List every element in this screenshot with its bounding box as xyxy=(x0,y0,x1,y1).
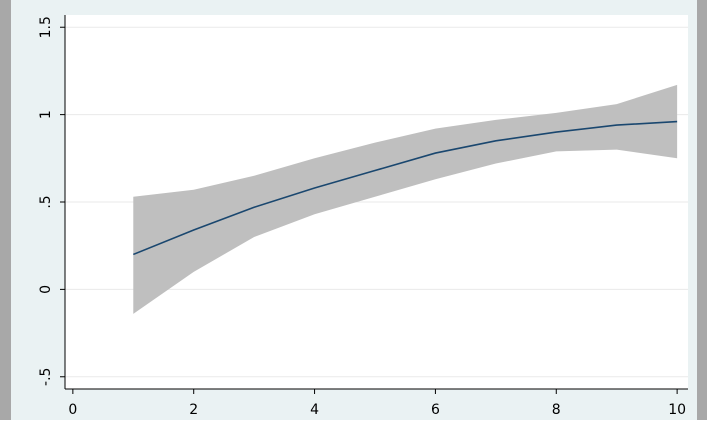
fit-line xyxy=(132,120,678,256)
right-strip xyxy=(697,0,707,420)
x-tick-label: 10 xyxy=(668,402,686,418)
x-tick-label: 0 xyxy=(68,402,77,418)
x-tick-label: 2 xyxy=(189,402,198,418)
x-tick-label: 4 xyxy=(310,402,319,418)
confidence-band xyxy=(133,84,678,314)
y-tick-label: 0 xyxy=(38,285,54,294)
y-tick-label: -.5 xyxy=(38,368,54,386)
marks xyxy=(132,84,678,314)
y-tick-label: 1 xyxy=(38,110,54,119)
y-tick-label: 1.5 xyxy=(38,16,54,38)
left-strip xyxy=(0,0,11,420)
x-tick-label: 8 xyxy=(552,402,561,418)
axes: -.5 0 .5 1 1.5 0 2 4 6 8 10 xyxy=(38,15,688,418)
y-tick-label: .5 xyxy=(38,195,54,208)
x-tick-label: 6 xyxy=(431,402,440,418)
